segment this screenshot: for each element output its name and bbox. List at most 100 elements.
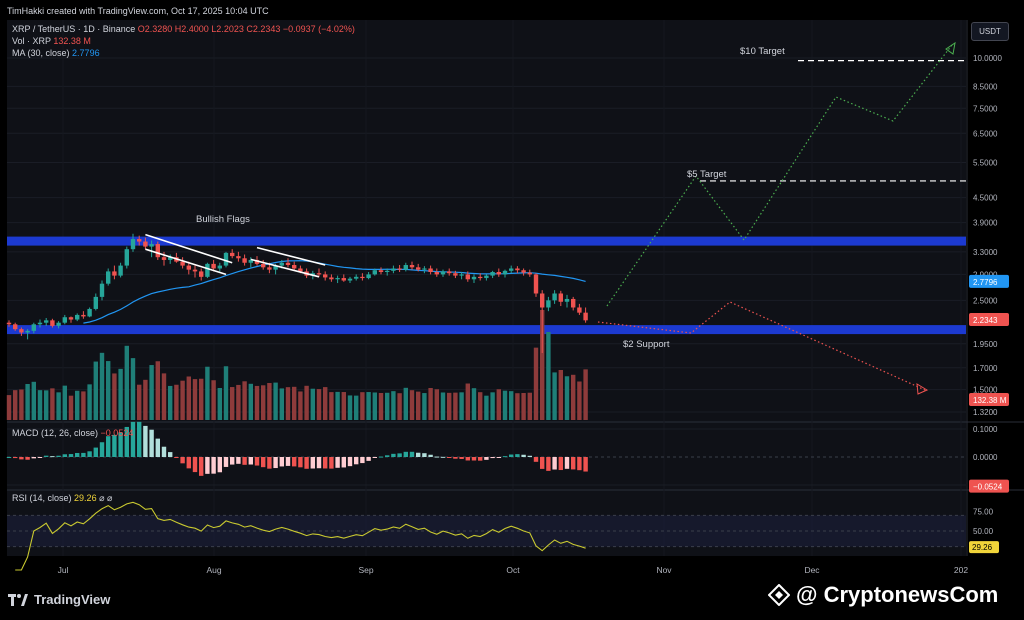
candle-body <box>422 268 427 270</box>
macd-value-tag-bg <box>969 479 1009 493</box>
candle-body <box>223 252 229 266</box>
volume-bar <box>571 374 576 420</box>
candle-body <box>354 276 359 279</box>
volume-bar <box>211 380 216 420</box>
candle-body <box>267 267 272 270</box>
macd-histogram-bar <box>25 457 30 460</box>
volume-bar <box>292 386 297 420</box>
volume-bar <box>223 366 229 420</box>
candle-body <box>341 278 346 281</box>
candle-body <box>81 314 86 317</box>
candle-body <box>490 272 495 276</box>
candle-body <box>273 265 278 270</box>
macd-histogram-bar <box>236 457 241 464</box>
time-tick-label: Oct <box>506 565 520 575</box>
tradingview-logo[interactable]: TradingView <box>8 592 110 607</box>
macd-histogram-bar <box>211 457 216 474</box>
macd-histogram-bar <box>521 454 526 457</box>
macd-value: −0.0524 <box>100 428 134 438</box>
macd-histogram-bar <box>13 457 18 459</box>
macd-histogram-bar <box>37 457 43 458</box>
macd-histogram-bar <box>50 456 55 458</box>
macd-histogram-bar <box>155 438 160 457</box>
macd-histogram-bar <box>577 457 582 471</box>
macd-value-tag: −0.0524 <box>973 483 1003 492</box>
volume-bar <box>372 392 377 420</box>
volume-bar <box>192 379 198 420</box>
cryptonews-watermark: @ CryptonewsCom <box>767 582 998 608</box>
macd-histogram-bar <box>62 454 67 457</box>
candle-body <box>6 322 12 325</box>
volume-bar <box>112 373 117 420</box>
macd-histogram-bar <box>484 457 489 460</box>
macd-histogram-bar <box>180 457 185 464</box>
volume-bar <box>447 392 452 420</box>
ohlc-values: O2.3280 H2.4000 L2.2023 C2.2343 −0.0937 … <box>137 24 355 34</box>
macd-legend: MACD (12, 26, close) −0.0524 <box>12 428 133 438</box>
candle-body <box>484 275 489 279</box>
macd-histogram-bar <box>540 457 545 469</box>
macd-histogram-bar <box>205 457 210 474</box>
currency-button[interactable]: USDT <box>971 22 1009 41</box>
rsi-tick-label: 75.00 <box>973 508 994 517</box>
ten-dollar-target-label: $10 Target <box>740 46 785 57</box>
price-tick-label: 10.0000 <box>973 54 1002 63</box>
candle-body <box>515 268 520 271</box>
candle-body <box>391 268 396 271</box>
macd-histogram-bar <box>571 457 576 470</box>
rsi-value-tag: 29.26 <box>972 543 993 552</box>
macd-histogram-bar <box>130 421 136 457</box>
volume-bar <box>502 390 508 420</box>
volume-bar <box>484 395 489 420</box>
volume-bar <box>316 389 322 420</box>
tradingview-logo-icon <box>8 593 28 606</box>
candle-body <box>347 278 353 281</box>
macd-histogram-bar <box>242 457 247 465</box>
rsi-label[interactable]: RSI (14, close) <box>12 493 72 503</box>
volume-bar <box>354 395 359 420</box>
candle-body <box>37 322 43 325</box>
candle-body <box>533 274 539 294</box>
volume-bar <box>490 392 495 420</box>
volume-bar <box>440 392 446 420</box>
rsi-line <box>15 501 586 571</box>
volume-bar <box>44 390 49 420</box>
macd-histogram-bar <box>403 451 408 457</box>
candle-body <box>335 278 340 280</box>
ma-label[interactable]: MA (30, close) <box>12 48 70 58</box>
candle-body <box>403 265 408 270</box>
candle-body <box>19 329 24 333</box>
volume-bar <box>397 393 402 420</box>
candle-body <box>558 293 563 302</box>
macd-label[interactable]: MACD (12, 26, close) <box>12 428 99 438</box>
volume-bar <box>137 384 142 420</box>
macd-histogram-bar <box>267 457 272 469</box>
symbol-name[interactable]: XRP / TetherUS · 1D · Binance <box>12 24 136 34</box>
candle-body <box>285 262 291 266</box>
volume-bar <box>428 388 433 420</box>
time-tick-label: Sep <box>358 565 373 575</box>
candle-body <box>118 265 123 276</box>
candle-body <box>453 273 458 276</box>
macd-histogram-bar <box>199 457 204 476</box>
macd-histogram-bar <box>533 457 539 462</box>
macd-histogram-bar <box>93 447 98 457</box>
volume-bar <box>298 391 303 420</box>
volume-bar <box>583 369 588 420</box>
price-tick-label: 1.9500 <box>973 340 998 349</box>
flag-trendline <box>145 248 227 276</box>
macd-histogram-bar <box>335 457 340 468</box>
macd-histogram-bar <box>459 457 464 459</box>
macd-histogram-bar <box>56 455 61 457</box>
five-dollar-target-label: $5 Target <box>687 169 727 180</box>
candle-body <box>124 249 129 266</box>
candle-body <box>68 317 74 320</box>
volume-bar <box>62 385 67 420</box>
macd-histogram-bar <box>509 454 514 457</box>
volume-bar <box>236 384 241 420</box>
price-tick-label: 2.5000 <box>973 296 998 305</box>
volume-bar <box>360 392 365 420</box>
volume-bar <box>341 392 346 420</box>
volume-label[interactable]: Vol · XRP <box>12 36 51 46</box>
